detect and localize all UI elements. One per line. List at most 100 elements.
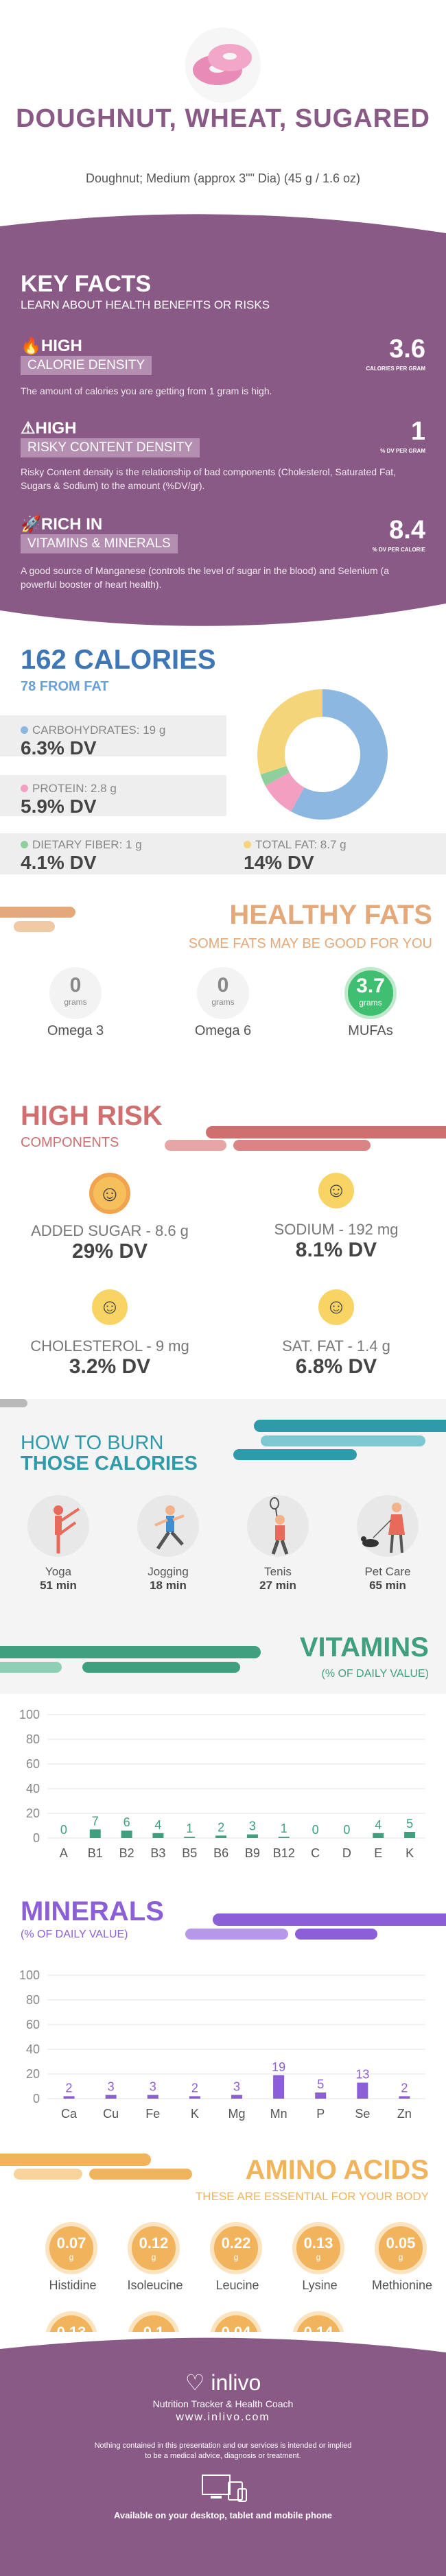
vitamins-value-label: 0 [312,1823,319,1837]
fact-description: Risky Content density is the relationshi… [21,466,397,491]
minerals-value-label: 13 [355,2068,369,2082]
vitamins-bar [246,1834,258,1838]
burn-pet-care: Pet Care 65 min [343,1495,432,1593]
fat-dot [244,841,251,848]
fact-unit: % DV PER CALORIE [372,547,425,553]
amino-acid-item: 0.05 g Methionine [357,2222,446,2293]
fact-unit: % DV PER GRAM [380,448,425,454]
yoga-icon [27,1495,89,1557]
amino-unit: g [69,2252,74,2262]
minerals-value-label: 2 [191,2081,198,2095]
jogging-icon [137,1495,199,1557]
vitamins-value-label: 3 [249,1820,256,1833]
vitamins-value-label: 0 [343,1823,350,1837]
rocket-icon: 🚀 [21,515,41,534]
minerals-bar [357,2082,368,2099]
amino-value: 0.13 [303,2234,333,2252]
brand-url[interactable]: www.inlivo.com [176,2411,270,2423]
amino-name: Methionine [371,2278,433,2292]
vitamins-bar [89,1829,101,1838]
risk-added-sugar: ☺ ADDED SUGAR - 8.6 g 29% DV [7,1173,213,1263]
amino-unit: g [151,2252,156,2262]
vitamins-category-label: B3 [150,1846,165,1860]
nutrient-fat: TOTAL FAT: 8.7 g 14% DV [244,838,347,873]
nutrient-carbs: CARBOHYDRATES: 19 g 6.3% DV [21,724,166,759]
amino-unit: g [316,2252,321,2262]
minerals-bar [189,2096,200,2099]
decor-bar [261,1435,425,1446]
decor-bar [0,907,75,918]
smiley-icon: ☺ [318,1173,354,1208]
amino-value: 0.05 [386,2234,416,2252]
amino-acid-item: 0.12 g Isoleucine [110,2222,203,2293]
minerals-bar [231,2095,242,2099]
vitamins-category-label: A [60,1846,68,1860]
decor-bar [0,1399,27,1407]
vitamins-tick-label: 40 [26,1782,40,1796]
minerals-category-label: Fe [145,2107,160,2121]
availability-text: Available on your desktop, tablet and mo… [113,2510,333,2520]
amino-acid-item: 0.13 g Lysine [274,2222,368,2293]
fat-omega3: 0 grams Omega 3 [21,967,130,1039]
warning-icon: ⚠ [21,419,36,438]
fact-level: 🚀RICH IN [21,515,103,534]
minerals-tick-label: 0 [33,2092,40,2106]
fact-unit: CALORIES PER GRAM [366,366,425,372]
minerals-bar [105,2095,117,2099]
minerals-bar [273,2075,285,2099]
decor-bar [295,1929,377,1940]
minerals-tick-label: 40 [26,2042,40,2056]
amino-acid-item: 0.07 g Histidine [27,2222,121,2293]
minerals-category-label: Cu [103,2107,119,2121]
vitamins-bar [215,1835,227,1838]
decor-bar [0,1646,261,1658]
vitamins-tick-label: 80 [26,1732,40,1746]
minerals-value-label: 3 [233,2080,240,2094]
amino-name: Lysine [302,2278,338,2292]
disclaimer-line-2: to be a medical advice, diagnosis or tre… [145,2452,301,2460]
fact-value: 8.4 [389,516,425,545]
fiber-dv: 4.1% DV [21,852,97,873]
vitamins-value-label: 6 [124,1815,130,1829]
minerals-bar [399,2096,410,2099]
burn-title-1: HOW TO BURN [21,1432,164,1454]
vitamins-category-label: B1 [88,1846,103,1860]
vitamins-value-label: 1 [281,1822,287,1835]
fact-value: 1 [410,417,425,446]
minerals-title: MINERALS [21,1896,164,1927]
minerals-category-label: Ca [61,2107,78,2121]
decor-bar [185,1929,288,1940]
amino-name: Isoleucine [127,2278,183,2292]
vitamins-bar-chart: 100 80 60 40 20 0 0 A 7 B1 6 B2 4 B3 1 B5 2 B6 3 B9 1 B12 0 C 0 D… [19,1708,425,1860]
burn-tennis: Tenis 27 min [233,1495,322,1593]
calorie-donut-chart [257,689,388,820]
fact-value: 3.6 [389,335,425,363]
protein-dot [21,785,28,792]
minerals-value-label: 3 [150,2080,156,2094]
fact-vitamins-minerals: 🚀RICH IN VITAMINS & MINERALS [21,514,178,553]
fact-risky-density: ⚠HIGH RISKY CONTENT DENSITY [21,418,200,457]
smiley-icon: ☺ [89,1173,130,1214]
vitamins-bar [278,1837,290,1838]
minerals-category-label: Se [355,2107,370,2121]
vitamins-value-label: 7 [92,1814,99,1828]
fact-description: The amount of calories you are getting f… [21,385,272,396]
amino-name: Histidine [49,2278,97,2292]
carbs-dot [21,726,28,734]
vitamins-value-label: 1 [186,1822,193,1835]
decor-bar [82,1662,240,1673]
burn-yoga: Yoga 51 min [14,1495,103,1593]
decor-bar [14,2169,82,2180]
flame-icon: 🔥 [21,337,41,355]
devices-icon [196,2472,250,2503]
vitamins-title: VITAMINS [299,1632,429,1662]
high-risk-subtitle: COMPONENTS [21,1135,119,1150]
minerals-bar [315,2092,327,2099]
amino-circle: 0.22 g [210,2222,262,2274]
vitamins-tick-label: 100 [19,1708,40,1721]
minerals-subtitle: (% OF DAILY VALUE) [21,1929,128,1940]
vitamins-tick-label: 0 [33,1831,40,1845]
decor-bar [165,1140,226,1151]
risk-cholesterol: ☺ CHOLESTEROL - 9 mg 3.2% DV [7,1289,213,1379]
